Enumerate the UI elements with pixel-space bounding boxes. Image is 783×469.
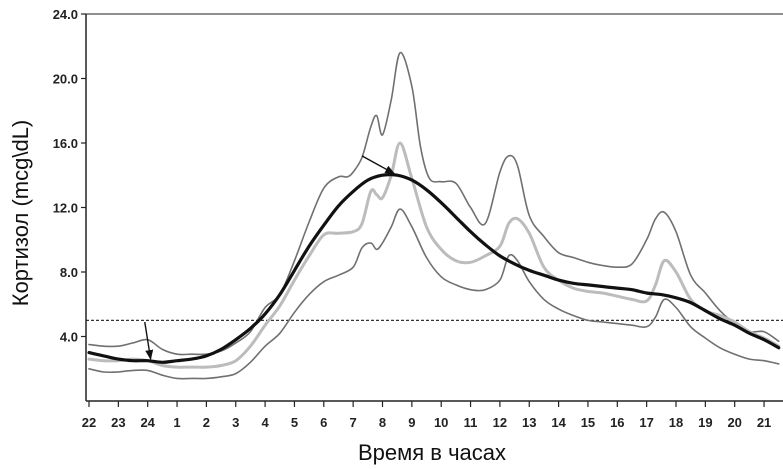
x-tick-label: 5 — [291, 415, 298, 430]
y-tick-label: 20.0 — [53, 72, 78, 87]
x-tick-label: 17 — [639, 415, 653, 430]
y-tick-label: 16.0 — [53, 136, 78, 151]
x-tick-label: 24 — [140, 415, 155, 430]
x-tick-label: 13 — [522, 415, 536, 430]
x-tick-label: 8 — [379, 415, 386, 430]
x-tick-label: 11 — [464, 415, 478, 430]
series-line-median — [87, 141, 781, 369]
x-tick-label: 4 — [261, 415, 269, 430]
x-tick-label: 7 — [350, 415, 357, 430]
x-tick-label: 16 — [610, 415, 624, 430]
x-tick-label: 22 — [82, 415, 96, 430]
x-tick-label: 2 — [203, 415, 210, 430]
series-line-upper — [88, 51, 780, 356]
y-tick-label: 12.0 — [53, 201, 78, 216]
annotation-arrow-1 — [361, 155, 396, 175]
x-tick-label: 23 — [111, 415, 125, 430]
x-tick-label: 21 — [757, 415, 771, 430]
x-tick-label: 18 — [669, 415, 683, 430]
x-tick-label: 20 — [727, 415, 741, 430]
x-tick-label: 12 — [493, 415, 507, 430]
x-tick-label: 14 — [551, 415, 566, 430]
x-tick-label: 9 — [408, 415, 415, 430]
annotation-arrow-2 — [144, 321, 154, 361]
y-axis-title: Кортизол (mcg\dL) — [8, 120, 33, 307]
y-tick-label: 8.0 — [60, 265, 78, 280]
x-tick-label: 19 — [698, 415, 712, 430]
x-tick-label: 10 — [434, 415, 448, 430]
y-tick-label: 24.0 — [53, 7, 78, 22]
x-tick-label: 1 — [173, 415, 180, 430]
x-tick-label: 15 — [581, 415, 595, 430]
x-tick-label: 6 — [320, 415, 327, 430]
series-line-fit — [87, 173, 781, 364]
y-tick-label: 4.0 — [60, 330, 78, 345]
x-tick-label: 3 — [232, 415, 239, 430]
series-line-lower — [88, 208, 780, 380]
x-axis-title: Время в часах — [358, 440, 506, 465]
